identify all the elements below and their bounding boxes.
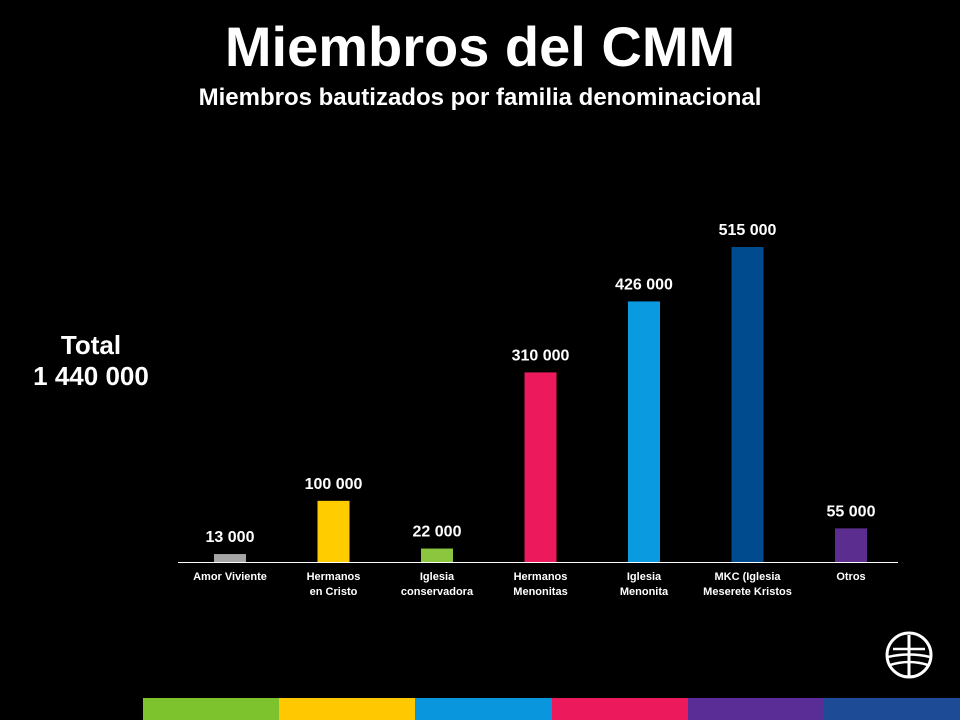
chart-subtitle: Miembros bautizados por familia denomina…: [198, 84, 762, 111]
bar: [214, 554, 246, 562]
category-label: Iglesia conservadora: [401, 571, 474, 598]
category-label: Hermanos Menonitas: [513, 571, 567, 598]
bar: [628, 301, 660, 562]
category-label: MKC (Iglesia Meserete Kristos: [703, 571, 792, 598]
page-title: Miembros del CMM: [224, 15, 736, 78]
data-label: 22 000: [413, 524, 462, 541]
category-label: Otros: [836, 571, 865, 583]
bar: [317, 500, 350, 562]
category-label: Amor Viviente: [193, 571, 267, 583]
data-label: 55 000: [827, 503, 876, 520]
stripe-segment: [687, 698, 824, 720]
bar: [835, 528, 867, 562]
category-label: Hermanos en Cristo: [307, 571, 361, 598]
stripe-segment: [415, 698, 552, 720]
color-stripe: [143, 698, 960, 720]
stripe-segment: [823, 698, 960, 720]
bar: [731, 247, 764, 562]
data-label: 310 000: [512, 347, 570, 364]
data-label: 426 000: [615, 276, 673, 293]
stripe-segment: [551, 698, 688, 720]
total-value: 1 440 000: [33, 361, 149, 391]
total-summary: Total 1 440 000: [20, 330, 162, 392]
category-label: Iglesia Menonita: [620, 571, 669, 598]
data-label: 100 000: [305, 476, 363, 493]
stripe-segment: [143, 698, 280, 720]
bar: [421, 548, 453, 562]
bar: [524, 372, 557, 562]
data-label: 13 000: [206, 529, 255, 546]
total-label: Total: [60, 330, 122, 360]
cmm-globe-cross-icon: [885, 631, 933, 679]
data-label: 515 000: [719, 222, 777, 239]
stripe-segment: [279, 698, 416, 720]
